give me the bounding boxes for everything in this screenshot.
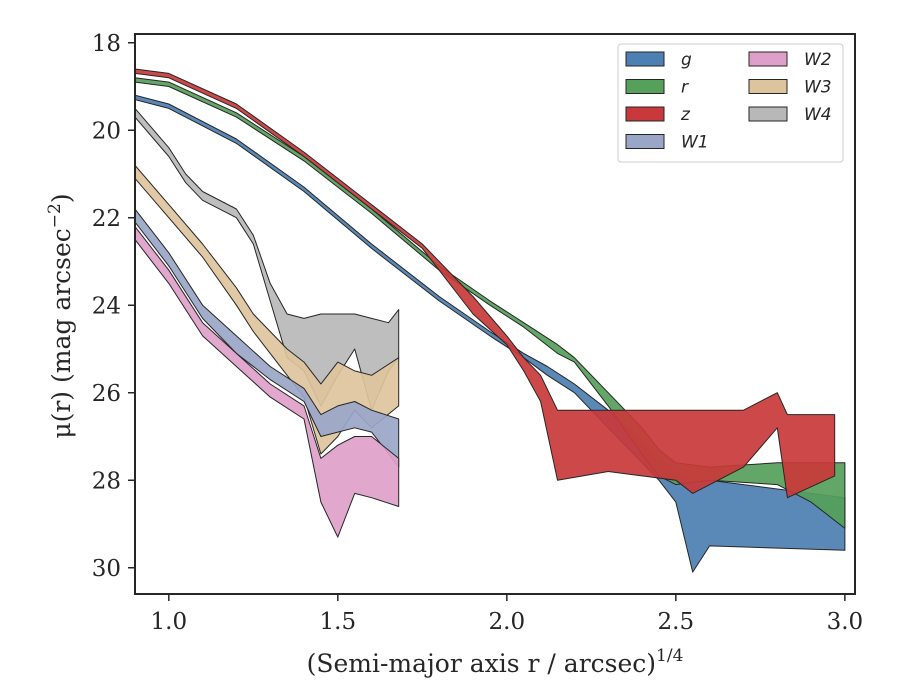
x-axis-title-exponent: 1/4 <box>656 646 683 666</box>
x-axis-title-text: (Semi-major axis r / arcsec) <box>307 649 656 678</box>
x-tick-label: 1.5 <box>320 609 357 635</box>
band-w2 <box>135 226 400 538</box>
y-tick-label: 22 <box>92 206 121 232</box>
legend-label-r: r <box>681 78 689 98</box>
x-tick-label: 1.0 <box>151 609 188 635</box>
y-axis-title-exponent: −2 <box>45 203 65 228</box>
x-tick-label: 2.0 <box>489 609 526 635</box>
legend-label-z: z <box>680 105 691 125</box>
y-tick-label: 20 <box>92 118 121 144</box>
x-tick-label: 3.0 <box>827 609 864 635</box>
x-tick-label: 2.5 <box>658 609 695 635</box>
y-axis-title-tail: ) <box>47 193 76 203</box>
legend-swatch-z <box>625 106 665 122</box>
y-axis-title: μ(r) (mag arcsec−2) <box>45 193 76 438</box>
legend-label-w2: W2 <box>804 50 832 70</box>
y-tick-label: 30 <box>92 556 121 582</box>
legend-swatch-w4 <box>748 106 788 122</box>
legend-swatch-w3 <box>748 79 788 94</box>
legend-swatch-g <box>625 51 665 67</box>
x-axis-title: (Semi-major axis r / arcsec)1/4 <box>307 646 684 678</box>
y-tick-label: 18 <box>92 31 121 57</box>
y-axis-title-text: μ(r) (mag arcsec <box>47 228 76 438</box>
legend-swatch-w2 <box>748 51 788 67</box>
x-axis: 1.0 1.5 2.0 2.5 3.0 <box>151 594 864 635</box>
legend-box <box>617 43 844 163</box>
band-g <box>135 94 846 573</box>
y-tick-label: 28 <box>92 468 121 494</box>
band-group <box>135 68 846 573</box>
legend-swatch-w1 <box>625 134 665 149</box>
legend: grz W1 W2 W3 W4 <box>617 43 844 163</box>
legend-label-w4: W4 <box>804 105 832 125</box>
y-tick-label: 26 <box>92 381 121 407</box>
legend-label-g: g <box>681 50 692 70</box>
y-tick-label: 24 <box>92 293 121 319</box>
plot-frame <box>134 33 856 595</box>
legend-label-w3: W3 <box>804 78 832 98</box>
band-z <box>135 68 836 499</box>
legend-swatch-r <box>625 79 665 94</box>
y-axis: 18 20 22 24 26 28 30 <box>92 31 135 582</box>
legend-label-w1: W1 <box>681 133 709 153</box>
band-w3 <box>135 164 400 455</box>
